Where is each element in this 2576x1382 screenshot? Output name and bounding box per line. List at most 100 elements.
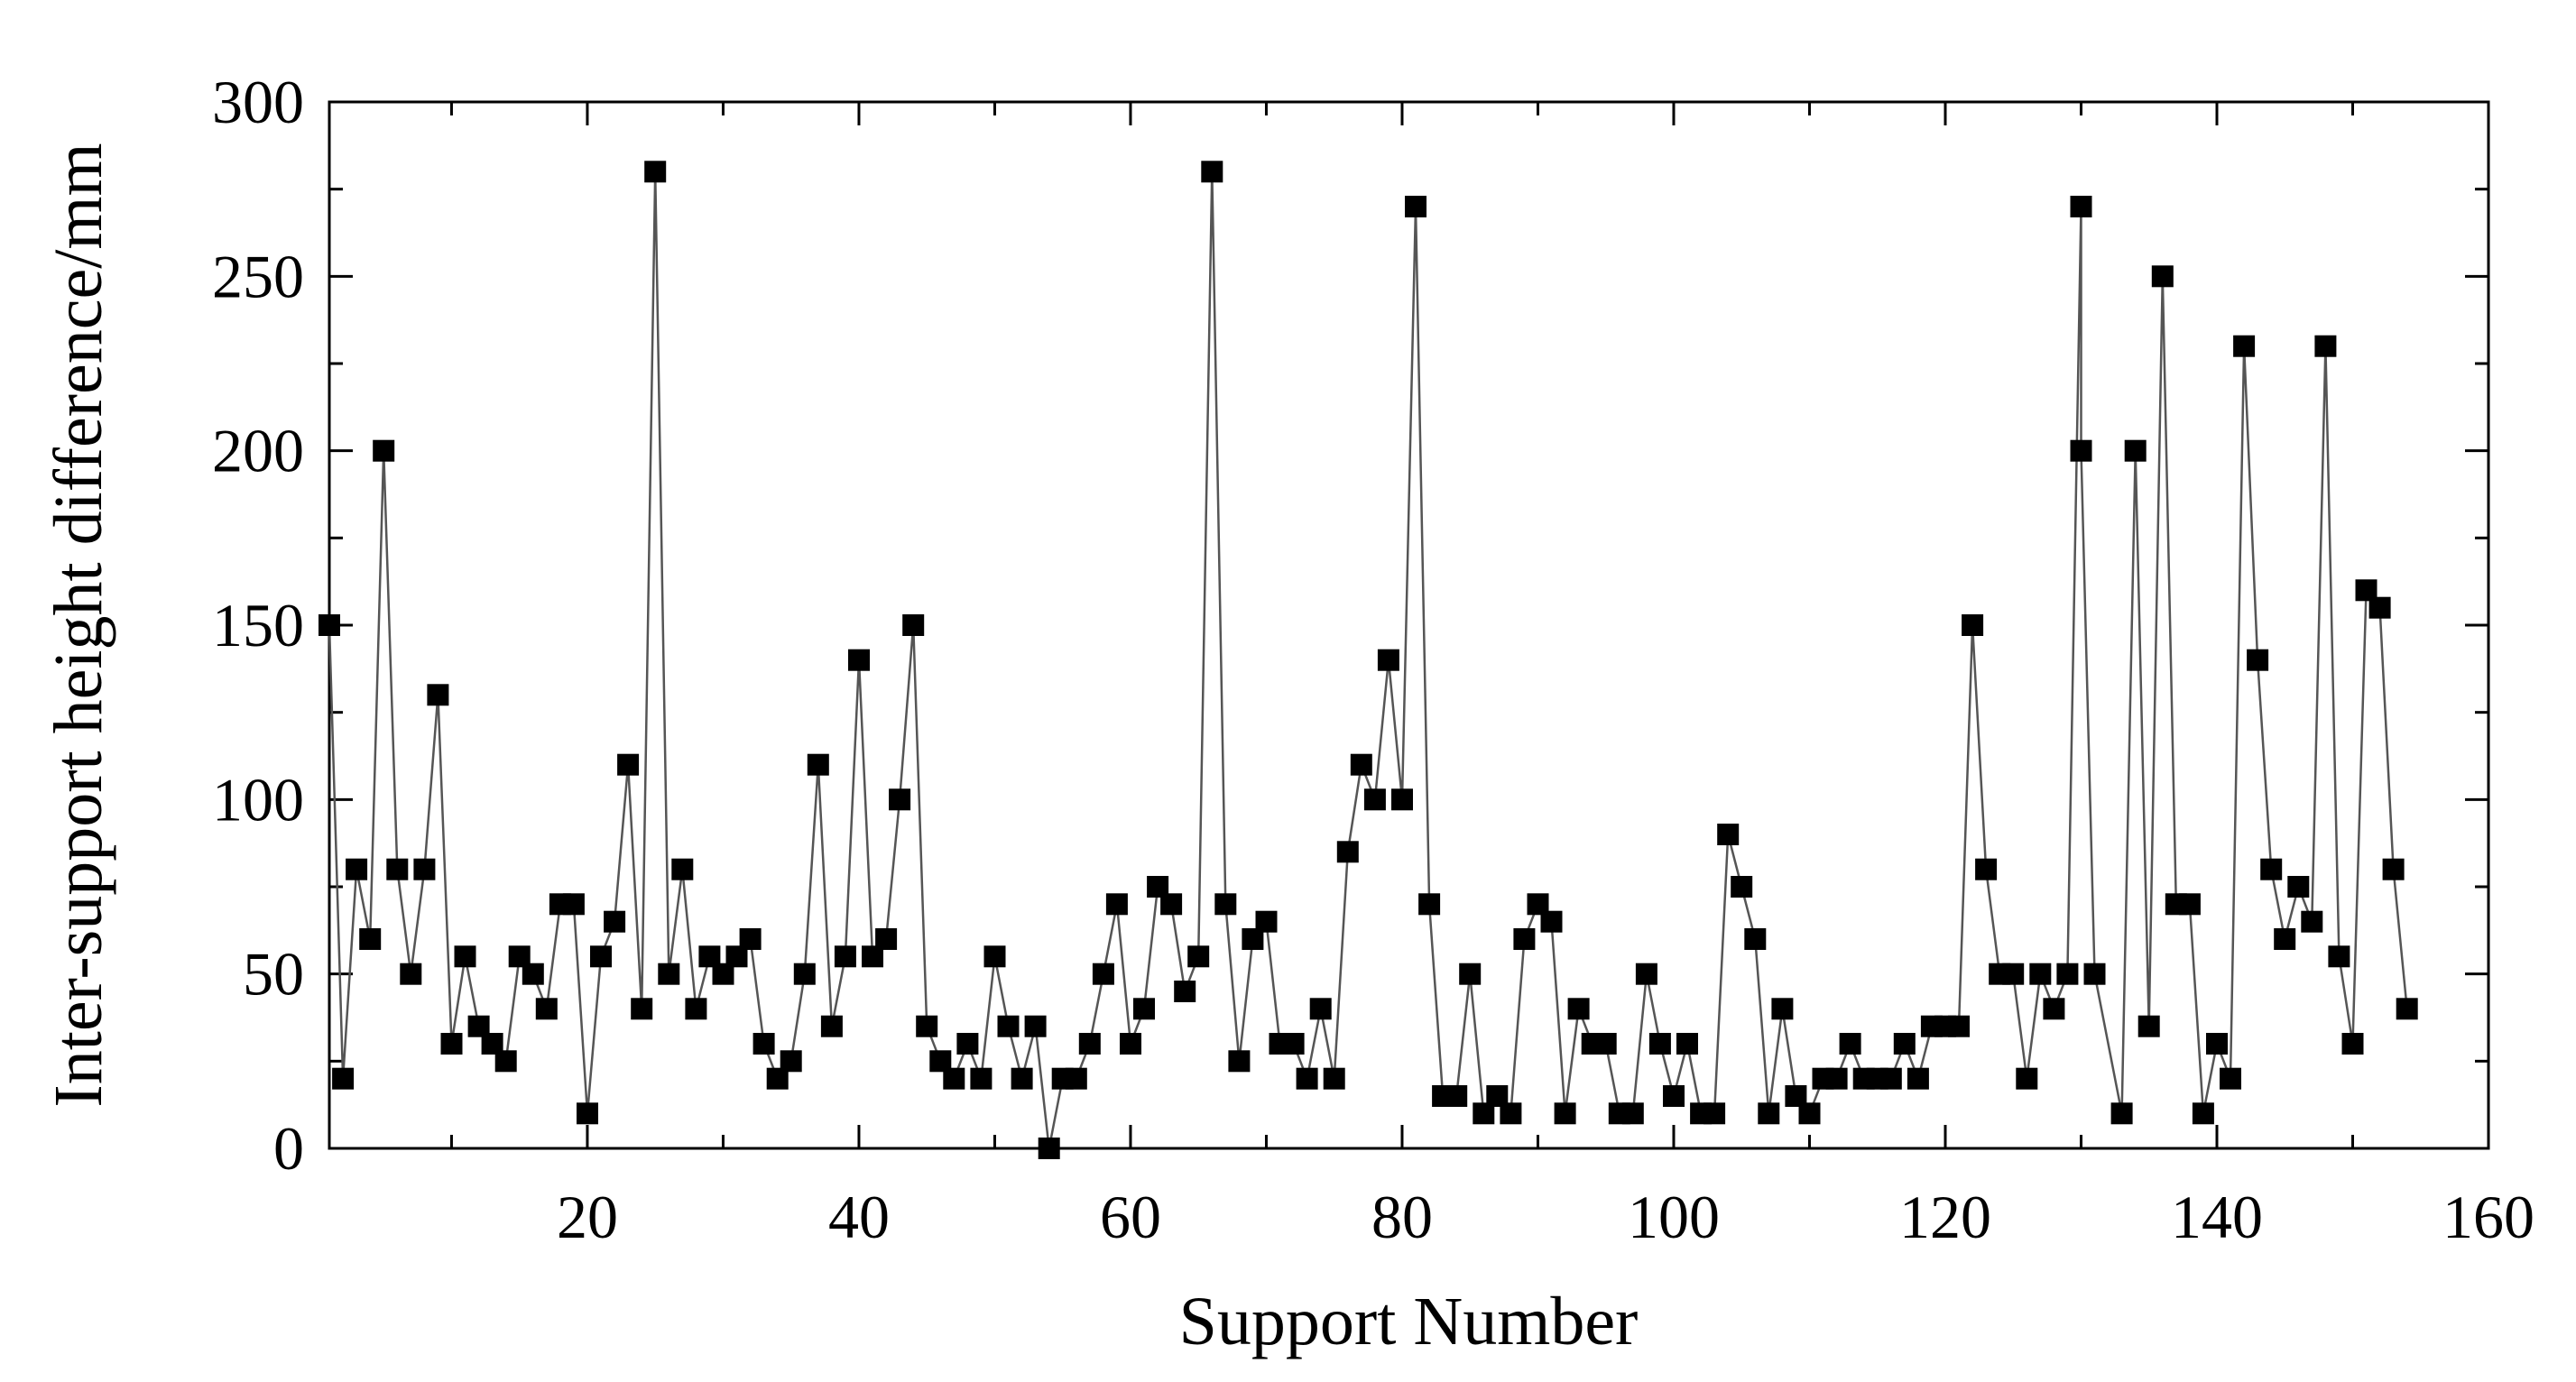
data-point <box>1717 824 1740 845</box>
data-point <box>671 858 694 880</box>
data-point <box>2029 963 2052 985</box>
data-point <box>2368 596 2391 619</box>
x-tick-label: 20 <box>557 1183 618 1251</box>
y-axis-ticks: 0 50 100 150 200 250 300 <box>212 68 2488 1183</box>
data-point <box>1825 1067 1848 1090</box>
data-point <box>2151 265 2174 288</box>
data-point <box>2016 1067 2038 1090</box>
data-point <box>1798 1102 1821 1125</box>
data-point <box>1594 1033 1617 1055</box>
data-point <box>373 439 395 462</box>
data-point <box>1663 1085 1685 1107</box>
data-point <box>2043 998 2065 1020</box>
data-point <box>1459 963 1482 985</box>
data-point <box>970 1067 993 1090</box>
data-point <box>1309 998 1332 1020</box>
data-point <box>685 998 707 1020</box>
data-point <box>1377 649 1399 671</box>
y-tick-label: 150 <box>212 591 304 659</box>
data-point <box>1893 1033 1916 1055</box>
series-line <box>328 171 2408 1149</box>
data-point <box>2070 196 2092 217</box>
data-point <box>1540 910 1563 933</box>
data-point <box>1201 161 1223 183</box>
data-point <box>1948 1015 1970 1037</box>
data-point <box>1758 1102 1780 1125</box>
data-point <box>494 1050 517 1073</box>
data-point <box>2314 335 2337 357</box>
y-tick-label: 0 <box>273 1114 304 1183</box>
data-point <box>631 998 653 1020</box>
data-point <box>1391 788 1413 811</box>
data-point <box>1296 1067 1318 1090</box>
data-point <box>1731 876 1753 898</box>
x-tick-label: 160 <box>2442 1183 2534 1251</box>
data-point <box>1907 1067 1929 1090</box>
data-point <box>522 963 544 985</box>
data-point <box>1174 981 1196 1002</box>
data-point <box>1418 893 1441 916</box>
data-point <box>1975 858 1998 880</box>
y-tick-label: 100 <box>212 765 304 834</box>
x-axis-ticks: 20 40 60 80 100 120 140 160 <box>449 102 2534 1251</box>
data-point <box>2287 876 2310 898</box>
data-point <box>1255 910 1278 933</box>
x-tick-label: 60 <box>1100 1183 1161 1251</box>
data-point <box>1554 1102 1576 1125</box>
data-point <box>997 1015 1020 1037</box>
data-point <box>902 614 925 636</box>
data-point <box>983 945 1006 968</box>
data-point <box>2192 1102 2214 1125</box>
data-point <box>1635 963 1657 985</box>
y-tick-label: 300 <box>212 68 304 136</box>
data-point <box>875 928 898 950</box>
x-tick-label: 40 <box>828 1183 890 1251</box>
data-point <box>1336 841 1359 863</box>
data-point <box>644 161 667 183</box>
data-series <box>319 161 2418 1159</box>
data-point <box>604 910 626 933</box>
data-point <box>2070 439 2092 462</box>
data-point <box>1405 196 1426 217</box>
data-point <box>1879 1067 1902 1090</box>
data-point <box>2083 963 2106 985</box>
data-point <box>535 998 558 1020</box>
data-point <box>1500 1102 1522 1125</box>
data-point <box>413 858 436 880</box>
data-point <box>2206 1033 2228 1055</box>
data-point <box>1621 1102 1644 1125</box>
data-point <box>590 945 612 968</box>
data-point <box>1038 1138 1060 1159</box>
data-point <box>617 753 640 776</box>
data-point <box>1078 1033 1101 1055</box>
data-point <box>658 963 680 985</box>
data-point <box>386 858 409 880</box>
data-point <box>739 928 762 950</box>
data-point <box>454 945 476 968</box>
data-point <box>834 945 856 968</box>
x-tick-label: 100 <box>1628 1183 1720 1251</box>
data-point <box>1350 753 1372 776</box>
data-point <box>2002 963 2025 985</box>
data-point <box>1703 1102 1726 1125</box>
data-point <box>1676 1033 1698 1055</box>
data-point <box>1744 928 1767 950</box>
data-point <box>2110 1102 2133 1125</box>
y-tick-label: 200 <box>212 417 304 485</box>
data-point <box>889 788 911 811</box>
data-point <box>1011 1067 1033 1090</box>
data-point <box>752 1033 775 1055</box>
data-point <box>1445 1085 1468 1107</box>
data-point <box>2178 893 2201 916</box>
x-axis-title: Support Number <box>1179 1284 1639 1359</box>
y-tick-label: 50 <box>243 940 304 1009</box>
data-point <box>1120 1033 1141 1055</box>
data-point <box>2056 963 2079 985</box>
data-point <box>562 893 585 916</box>
data-point <box>1567 998 1590 1020</box>
data-point <box>820 1015 843 1037</box>
data-point <box>1323 1067 1345 1090</box>
data-point <box>332 1067 355 1090</box>
data-point <box>807 753 829 776</box>
data-point <box>793 963 816 985</box>
